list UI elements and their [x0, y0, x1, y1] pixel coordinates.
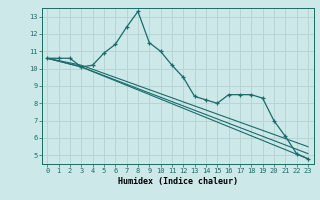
X-axis label: Humidex (Indice chaleur): Humidex (Indice chaleur) — [118, 177, 237, 186]
